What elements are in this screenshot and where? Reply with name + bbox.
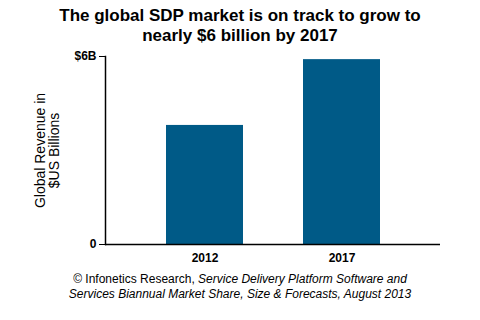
svg-text:$6B: $6B (74, 49, 96, 63)
svg-text:2012: 2012 (192, 251, 219, 265)
html-text:© Infonetics Research, Service: © Infonetics Research, Service Delivery … (68, 272, 412, 301)
svg-text:0: 0 (90, 237, 97, 251)
html-text:The global SDP market is on tr: The global SDP market is on track to gro… (59, 6, 421, 45)
svg-text:2017: 2017 (329, 251, 356, 265)
svg-text:Global Revenue in$US Billions: Global Revenue in$US Billions (32, 93, 62, 208)
